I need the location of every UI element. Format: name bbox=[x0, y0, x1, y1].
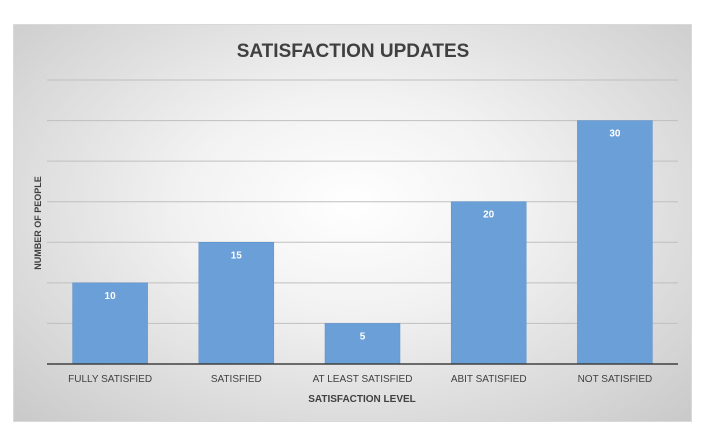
x-tick-label: NOT SATISFIED bbox=[578, 374, 653, 385]
x-tick-label: SATISFIED bbox=[211, 374, 262, 385]
bar-chart: SATISFACTION UPDATES 10 15 5 20 30 FULLY SAT… bbox=[33, 41, 678, 405]
chart-area: SATISFACTION UPDATES 10 15 5 20 30 FULLY SAT… bbox=[13, 24, 692, 422]
y-axis-title: NUMBER OF PEOPLE bbox=[33, 176, 43, 270]
data-labels: 10 15 5 20 30 bbox=[105, 129, 621, 343]
gridlines bbox=[47, 79, 678, 324]
data-label: 20 bbox=[483, 210, 495, 221]
x-tick-labels: FULLY SATISFIED SATISFIED AT LEAST SATISFI… bbox=[68, 374, 652, 385]
data-label: 30 bbox=[609, 129, 621, 140]
data-label: 5 bbox=[360, 331, 366, 342]
x-tick-label: ABIT SATISFIED bbox=[451, 374, 527, 385]
bar bbox=[324, 323, 401, 365]
data-label: 10 bbox=[105, 291, 117, 302]
bar bbox=[450, 201, 527, 365]
x-tick-label: AT LEAST SATISFIED bbox=[313, 374, 413, 385]
x-tick-label: FULLY SATISFIED bbox=[68, 374, 152, 385]
chart-title: SATISFACTION UPDATES bbox=[237, 41, 470, 62]
bars bbox=[72, 120, 653, 365]
bar bbox=[198, 242, 275, 365]
data-label: 15 bbox=[231, 250, 243, 261]
x-axis-title: SATISFACTION LEVEL bbox=[308, 394, 416, 405]
bar bbox=[577, 120, 653, 365]
